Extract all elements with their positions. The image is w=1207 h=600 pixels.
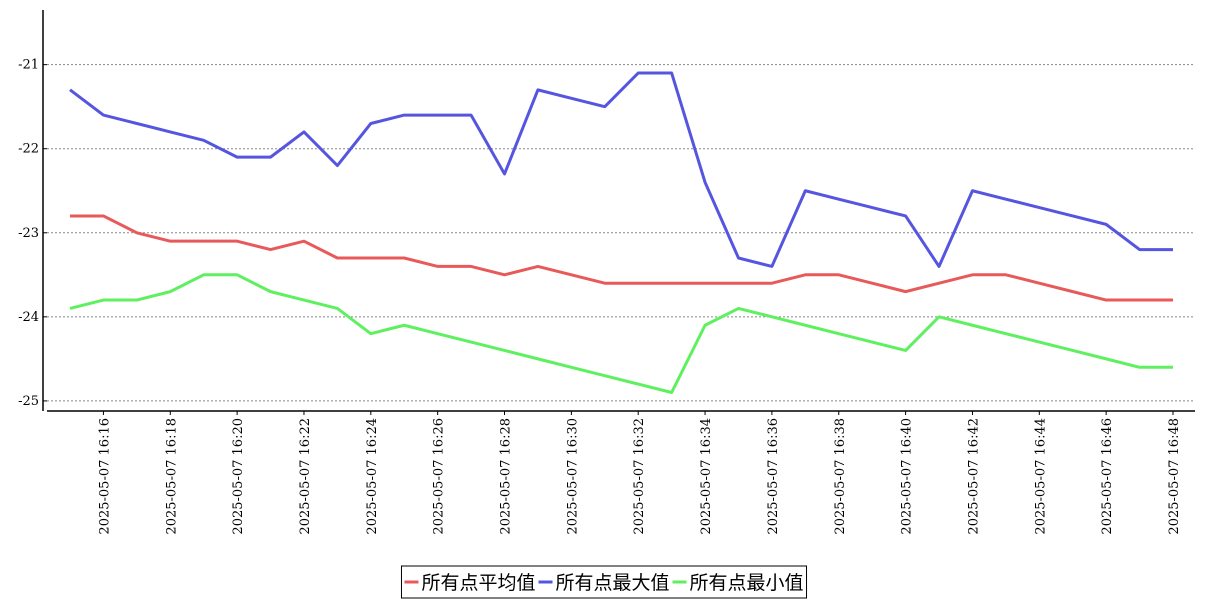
series-line <box>69 71 1173 268</box>
y-tick-label: -24 <box>18 310 39 325</box>
x-tick-label: 2025-05-07 16:38 <box>833 418 848 535</box>
x-tick-label: 2025-05-07 16:18 <box>164 418 179 535</box>
x-tick-label: 2025-05-07 16:24 <box>365 418 380 535</box>
legend-label: 所有点最大值 <box>555 572 669 594</box>
x-tick-label: 2025-05-07 16:42 <box>966 418 981 535</box>
legend-box <box>400 565 808 599</box>
legend-label: 所有点最小值 <box>690 572 804 594</box>
x-tick-label: 2025-05-07 16:36 <box>766 418 781 535</box>
y-tick-label: -22 <box>18 142 39 157</box>
x-tick-label: 2025-05-07 16:16 <box>97 418 112 535</box>
x-tick-label: 2025-05-07 16:32 <box>632 418 647 535</box>
x-tick-label: 2025-05-07 16:20 <box>231 418 246 535</box>
series-line <box>70 214 1173 302</box>
x-tick-label: 2025-05-07 16:46 <box>1100 418 1115 535</box>
x-tick-label: 2025-05-07 16:48 <box>1167 418 1182 535</box>
x-tick-label: 2025-05-07 16:40 <box>900 418 915 535</box>
legend-label: 所有点平均值 <box>421 572 535 594</box>
x-tick-label: 2025-05-07 16:44 <box>1033 418 1048 535</box>
x-tick-label: 2025-05-07 16:34 <box>699 418 714 535</box>
y-tick-label: -21 <box>18 58 39 73</box>
legend: 所有点平均值 所有点最大值 所有点最小值 <box>400 565 808 599</box>
series-line <box>69 273 1173 395</box>
x-tick-label: 2025-05-07 16:22 <box>298 418 313 535</box>
x-tick-label: 2025-05-07 16:26 <box>432 418 447 535</box>
x-tick-label: 2025-05-07 16:30 <box>565 418 580 535</box>
x-tick-label: 2025-05-07 16:28 <box>499 418 514 535</box>
y-tick-label: -25 <box>18 394 39 409</box>
y-tick-label: -23 <box>18 226 39 241</box>
